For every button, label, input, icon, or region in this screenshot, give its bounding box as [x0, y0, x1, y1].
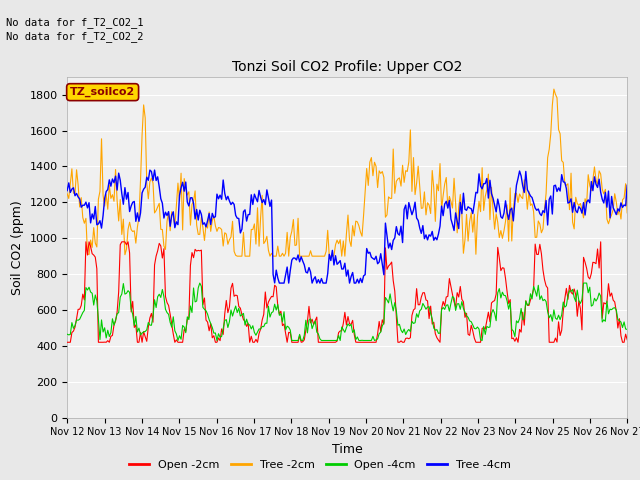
Y-axis label: Soil CO2 (ppm): Soil CO2 (ppm)	[11, 200, 24, 295]
X-axis label: Time: Time	[332, 443, 363, 456]
Legend: Open -2cm, Tree -2cm, Open -4cm, Tree -4cm: Open -2cm, Tree -2cm, Open -4cm, Tree -4…	[125, 456, 515, 474]
Text: No data for f_T2_CO2_2: No data for f_T2_CO2_2	[6, 31, 144, 42]
Title: Tonzi Soil CO2 Profile: Upper CO2: Tonzi Soil CO2 Profile: Upper CO2	[232, 60, 462, 74]
Text: No data for f_T2_CO2_1: No data for f_T2_CO2_1	[6, 17, 144, 28]
Text: TZ_soilco2: TZ_soilco2	[70, 87, 135, 97]
